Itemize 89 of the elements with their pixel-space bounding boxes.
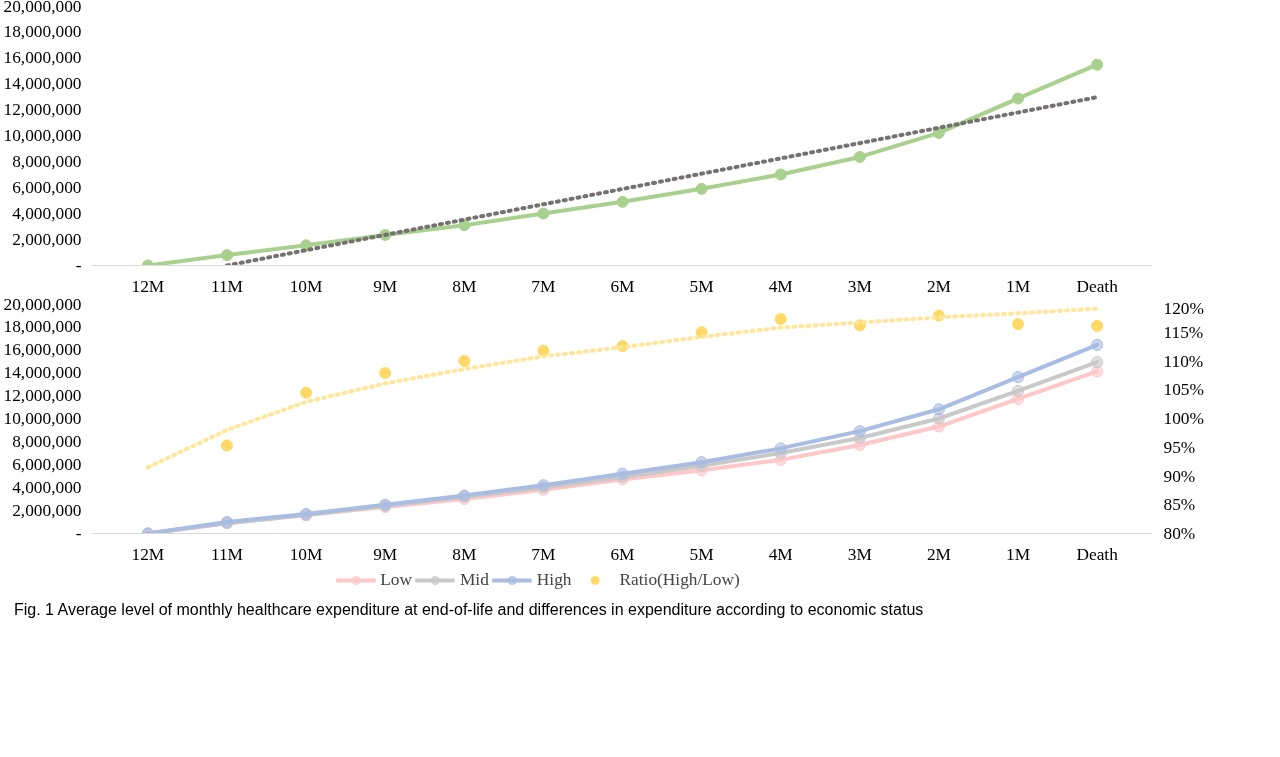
x-tick-label: 4M [768,544,793,564]
point [695,182,708,195]
point [1091,338,1104,351]
point [1012,371,1025,384]
x-tick-label: 2M [926,276,951,296]
y2-tick-label: 100% [1163,409,1204,428]
y-tick-label: 6,000,000 [12,455,82,474]
y-tick-label: 14,000,000 [3,74,82,93]
point [379,367,392,380]
x-tick-label: 7M [531,276,556,296]
line-series [145,306,1100,470]
x-tick-label: 4M [768,276,793,296]
point [1012,92,1025,105]
y-tick-label: 4,000,000 [12,204,82,223]
y2-tick-label: 95% [1163,437,1196,457]
legend-label: Low [380,570,412,590]
legend-label: Mid [459,570,489,590]
x-tick-label: 9M [373,544,398,564]
point [932,412,945,425]
point [774,313,787,326]
point [616,467,629,480]
x-tick-label: 12M [131,276,165,296]
point [537,344,550,357]
x-tick-label: 11M [210,276,244,296]
x-tick-label: 9M [373,276,398,296]
point [1091,356,1104,369]
point [220,249,233,262]
x-tick-label: 11M [210,544,244,564]
y-tick-label: 2,000,000 [12,501,82,520]
x-tick-label: Death [1076,276,1119,296]
y-tick-label: 10,000,000 [3,409,82,428]
point [774,442,787,455]
x-tick-label: 10M [289,276,323,296]
y-tick-label: 6,000,000 [12,178,82,197]
caption: Fig. 1 Average level of monthly healthcare expenditure at end-of-life and differences in expenditure according to economic status [14,600,924,620]
point [458,355,471,367]
point [1091,319,1104,332]
y2-tick-label: 115% [1163,322,1204,342]
y2-tick-label: 105% [1163,380,1204,400]
y-tick-label: - [75,256,82,275]
y-tick-label: 16,000,000 [3,48,82,67]
x-tick-label: 1M [1005,276,1031,296]
point [853,425,866,438]
y-tick-label: 12,000,000 [3,386,82,405]
y-tick-label: 18,000,000 [3,317,82,336]
point [774,168,787,181]
y2-tick-label: 85% [1163,495,1196,515]
x-tick-label: 8M [452,544,477,564]
point [1012,384,1025,397]
point [458,219,471,232]
y-tick-label: 8,000,000 [12,432,82,451]
point [537,207,550,220]
point [932,403,945,416]
point [1091,58,1104,71]
y-tick-label: 2,000,000 [12,230,82,249]
y-tick-label: 8,000,000 [12,152,82,171]
x-tick-label: Death [1076,544,1119,564]
x-tick-label: 6M [610,544,635,564]
y2-tick-label: 90% [1163,466,1196,486]
x-tick-label: 3M [847,276,872,296]
x-tick-label: 7M [531,544,556,564]
point [1012,318,1025,331]
x-tick-label: 2M [926,544,951,564]
point [853,150,866,163]
y-tick-label: 14,000,000 [3,363,82,382]
y2-tick-label: 80% [1163,524,1196,543]
legend-label: High [536,570,572,590]
x-tick-label: 8M [452,276,477,296]
x-tick-label: 5M [689,544,714,564]
y-tick-label: 4,000,000 [12,478,82,497]
y-tick-label: - [75,524,82,543]
point [220,439,233,452]
y-tick-label: 20,000,000 [3,294,82,314]
point [616,195,629,208]
y-tick-label: 18,000,000 [3,22,82,41]
y-tick-label: 12,000,000 [3,100,82,119]
y2-tick-label: 110% [1163,351,1204,371]
y-tick-label: 20,000,000 [3,0,82,16]
y2-tick-label: 120% [1163,298,1204,318]
x-tick-label: 3M [847,544,872,564]
x-tick-label: 5M [689,276,714,296]
x-tick-label: 12M [131,544,165,564]
y-tick-label: 16,000,000 [3,340,82,359]
x-tick-label: 1M [1005,544,1031,564]
point [300,386,313,399]
y-tick-label: 10,000,000 [3,126,82,145]
x-tick-label: 10M [289,544,323,564]
x-tick-label: 6M [610,276,635,296]
legend-label: Ratio(High/Low) [619,570,740,590]
